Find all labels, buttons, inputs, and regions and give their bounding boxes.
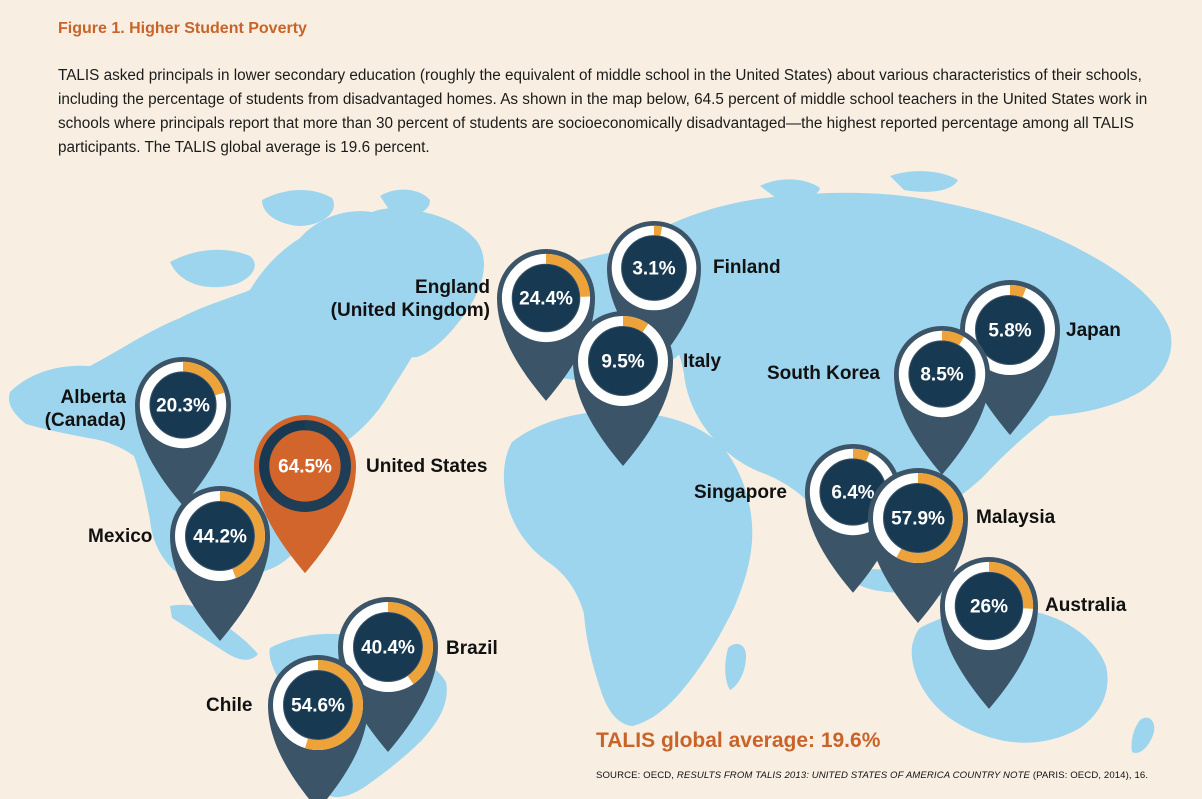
pin-malaysia: 57.9% <box>868 468 968 623</box>
pin-value-text: 64.5% <box>278 457 332 478</box>
ring-value-arc <box>273 660 363 750</box>
pin-value-text: 40.4% <box>361 638 415 659</box>
label-alberta-line-2: (Canada) <box>44 410 126 431</box>
pin-value-text: 57.9% <box>891 509 945 530</box>
label-alberta-line-1: Alberta <box>60 387 126 408</box>
pin-disc <box>186 502 254 570</box>
label-mexico: Mexico <box>88 526 153 547</box>
pin-value-text: 9.5% <box>601 352 644 373</box>
pins-layer: 20.3% 64.5% 44.2% 40.4% 54.6% 24.4% 3.1% 9.5% 5.… <box>135 221 1060 799</box>
global-average-note: TALIS global average: 19.6% <box>596 729 881 752</box>
pin-chile: 54.6% <box>268 655 368 799</box>
label-malaysia: Malaysia <box>976 507 1056 528</box>
label-england-line-2: (United Kingdom) <box>330 300 490 321</box>
land-africa <box>503 411 753 726</box>
pin-disc <box>622 236 686 300</box>
ring-value-arc <box>578 316 668 406</box>
pin-australia: 26% <box>940 557 1038 709</box>
ring-value-arc <box>898 330 986 418</box>
pin-united-states: 64.5% <box>254 415 356 574</box>
ring-value-arc <box>139 361 227 449</box>
pin-south-korea: 8.5% <box>894 326 990 475</box>
label-england: England (United Kingdom) <box>300 276 490 322</box>
figure-title: Figure 1. Higher Student Poverty <box>58 20 307 37</box>
label-south-korea: South Korea <box>767 363 880 384</box>
ring-value-arc <box>809 448 897 536</box>
label-australia: Australia <box>1045 595 1127 616</box>
label-japan: Japan <box>1066 320 1121 341</box>
land-greenland <box>350 208 484 358</box>
source-title: RESULTS FROM TALIS 2013: UNITED STATES O… <box>676 770 1031 781</box>
ring-value-arc <box>175 491 265 581</box>
label-italy: Italy <box>683 351 722 372</box>
label-brazil: Brazil <box>446 638 498 659</box>
pin-value-text: 44.2% <box>193 527 247 548</box>
label-alberta: Alberta (Canada) <box>20 386 126 432</box>
pin-disc <box>150 372 216 438</box>
label-singapore: Singapore <box>694 482 787 503</box>
label-united-states: United States <box>366 456 488 477</box>
label-finland: Finland <box>713 257 781 278</box>
pin-disc <box>976 296 1044 364</box>
pin-value-text: 6.4% <box>831 483 874 504</box>
pin-disc <box>284 671 352 739</box>
pin-alberta: 20.3% <box>135 357 231 506</box>
intro-paragraph: TALIS asked principals in lower secondar… <box>58 67 1148 156</box>
ring-value-arc <box>259 420 351 512</box>
pin-disc <box>909 341 975 407</box>
pin-italy: 9.5% <box>573 311 673 466</box>
pin-value-text: 8.5% <box>920 365 963 386</box>
ring-background <box>898 330 986 418</box>
ring-value-arc <box>501 253 591 343</box>
label-england-line-1: England <box>415 277 490 298</box>
pin-value-text: 20.3% <box>156 396 210 417</box>
source-note: SOURCE: OECD, RESULTS FROM TALIS 2013: U… <box>596 770 1148 781</box>
pin-value-text: 54.6% <box>291 696 345 717</box>
pin-value-text: 24.4% <box>519 289 573 310</box>
ring-value-arc <box>611 225 697 311</box>
pin-disc <box>354 613 422 681</box>
pin-disc <box>270 431 340 501</box>
pin-value-text: 5.8% <box>988 321 1031 342</box>
ring-value-arc <box>873 473 963 563</box>
label-chile: Chile <box>206 695 253 716</box>
source-prefix: SOURCE: OECD, <box>596 770 677 781</box>
pin-disc <box>589 327 657 395</box>
pin-mexico: 44.2% <box>170 486 270 641</box>
pin-disc <box>512 264 580 332</box>
ring-value-arc <box>965 285 1055 375</box>
ring-value-arc <box>343 602 433 692</box>
source-suffix: (PARIS: OECD, 2014), 16. <box>1030 770 1149 781</box>
pin-disc <box>955 572 1023 640</box>
pin-england: 24.4% <box>497 249 595 401</box>
pin-value-text: 3.1% <box>632 259 675 280</box>
pin-value-text: 26% <box>970 597 1008 618</box>
land-arctic-islands <box>170 249 255 288</box>
pin-disc <box>884 484 952 552</box>
ring-value-arc <box>944 561 1034 651</box>
